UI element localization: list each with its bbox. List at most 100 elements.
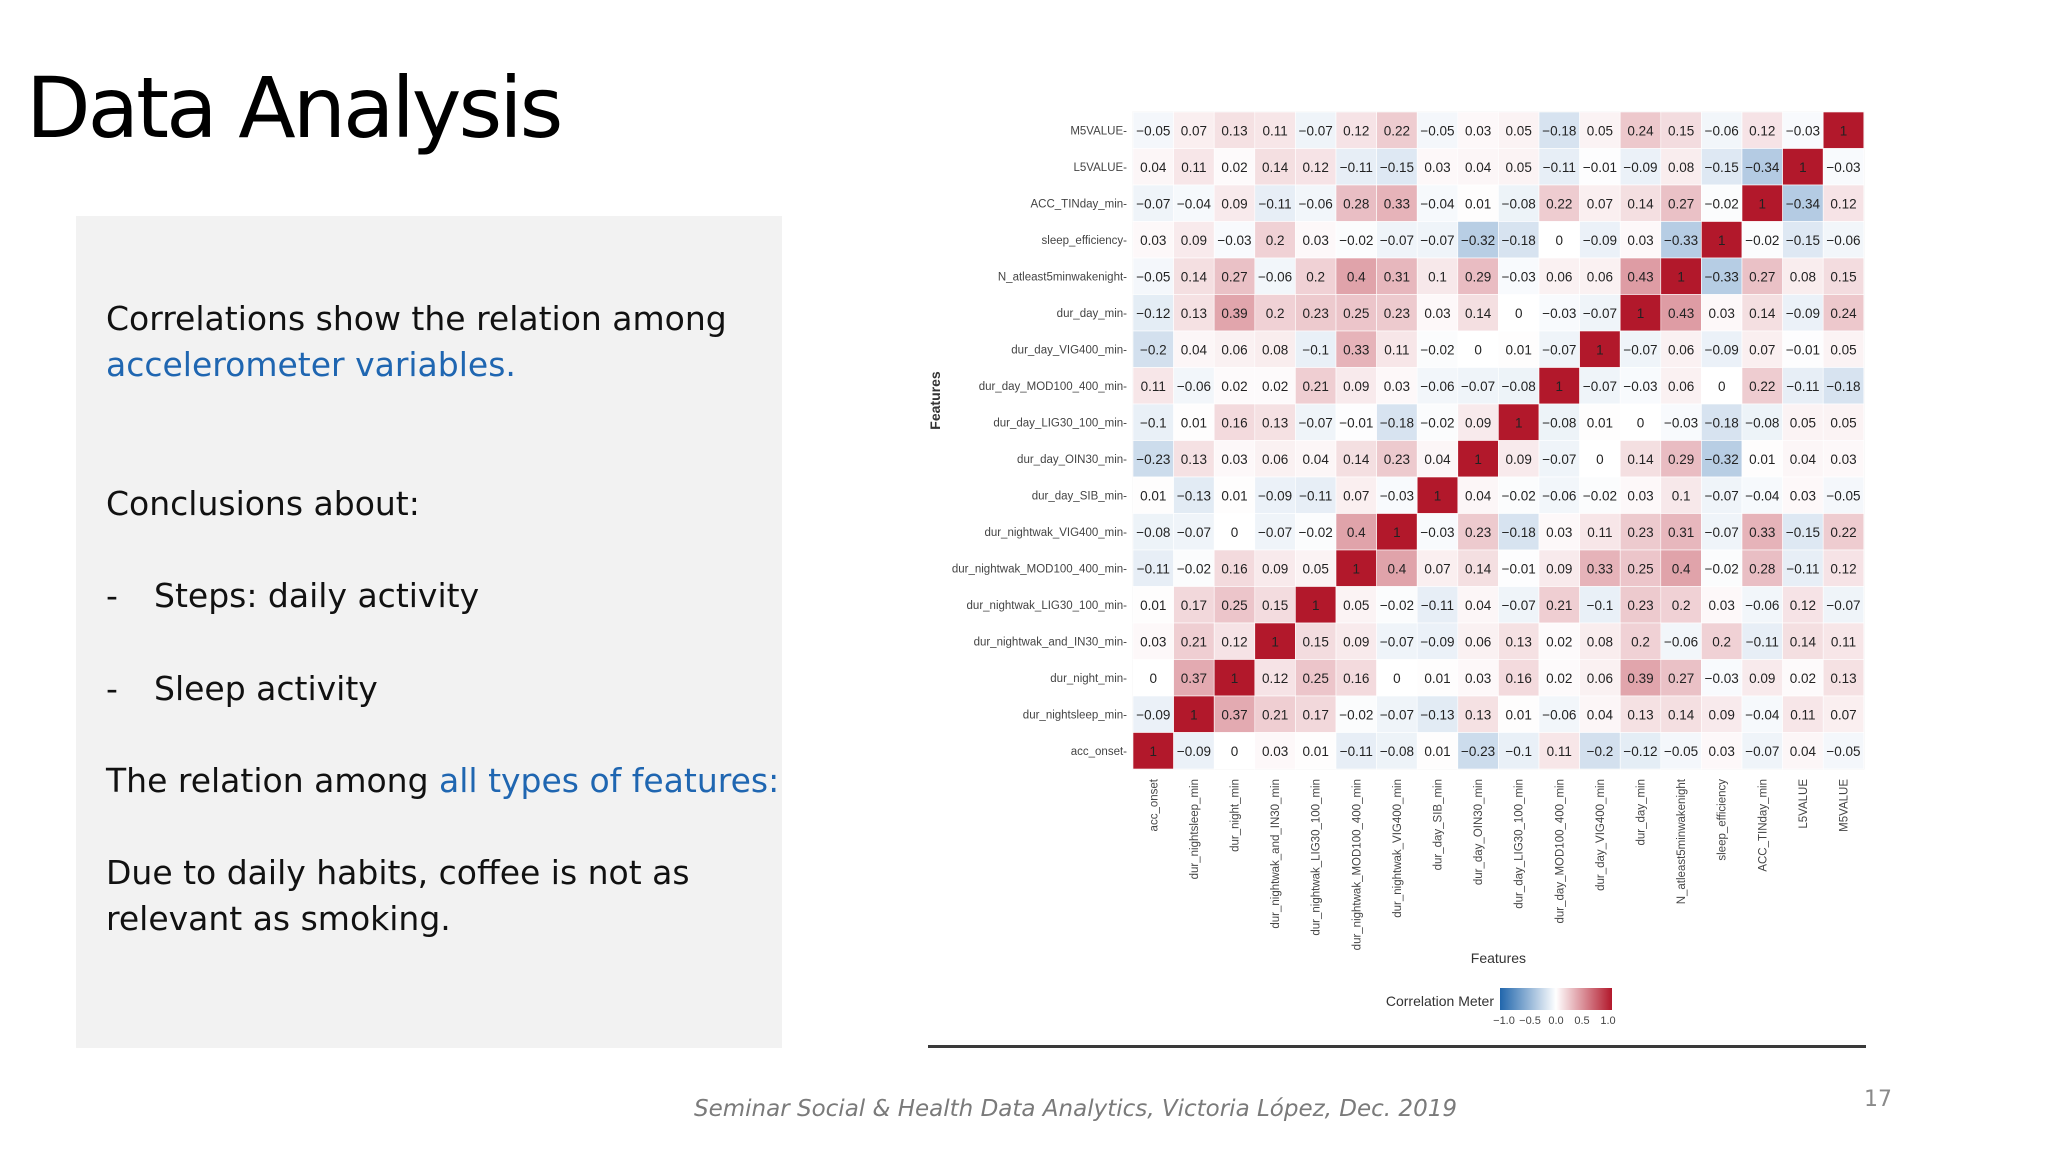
cell-value-label: 0.37 <box>1221 707 1247 722</box>
cell-value-label: −0.2 <box>1140 342 1167 357</box>
heatmap-cell <box>1132 732 1174 770</box>
cell-value-label: −0.05 <box>1420 123 1454 138</box>
text-panel: Correlations show the relation among acc… <box>76 216 782 1048</box>
cell-value-label: −0.03 <box>1664 415 1698 430</box>
cell-value-label: 0.01 <box>1303 744 1329 759</box>
cell-value-label: −0.11 <box>1340 160 1373 175</box>
cell-value-label: 0.03 <box>1546 525 1572 540</box>
heatmap-cell <box>1295 184 1337 222</box>
cell-value-label: 0.4 <box>1347 525 1366 540</box>
heatmap-cell <box>1173 111 1215 149</box>
cell-value-label: 0.04 <box>1140 160 1167 175</box>
cell-value-label: 1 <box>1190 707 1198 722</box>
legend-tick-label: 1.0 <box>1600 1015 1615 1027</box>
cell-value-label: 0.25 <box>1343 306 1369 321</box>
cell-value-label: 0.11 <box>1547 744 1572 759</box>
cell-value-label: −0.06 <box>1258 269 1292 284</box>
cell-value-label: −0.09 <box>1786 306 1820 321</box>
cell-value-label: 0.03 <box>1709 306 1735 321</box>
cell-value-label: −0.09 <box>1420 634 1454 649</box>
cell-value-label: 0.2 <box>1672 598 1691 613</box>
cell-value-label: 0.13 <box>1181 306 1207 321</box>
cell-value-label: 0.12 <box>1830 561 1856 576</box>
heatmap-cell <box>1660 221 1702 259</box>
heatmap-cell <box>1822 549 1865 587</box>
cell-value-label: −0.06 <box>1420 379 1454 394</box>
heatmap-cell <box>1741 586 1783 624</box>
heatmap-cell <box>1822 732 1865 770</box>
heatmap-cell <box>1132 403 1174 441</box>
cell-value-label: −0.07 <box>1299 415 1333 430</box>
cell-value-label: 0.06 <box>1262 452 1288 467</box>
x-tick-label: ACC_TINday_min <box>1757 779 1769 872</box>
cell-value-label: 0.2 <box>1631 634 1650 649</box>
cell-value-label: 1 <box>1596 342 1604 357</box>
heatmap-cell <box>1254 221 1296 259</box>
cell-value-label: 0.01 <box>1140 598 1166 613</box>
cell-value-label: 0.15 <box>1830 269 1856 284</box>
heatmap-cell <box>1538 367 1580 405</box>
heatmap-cell <box>1822 148 1865 186</box>
heatmap-cell <box>1782 111 1824 149</box>
cell-value-label: 0.25 <box>1627 561 1653 576</box>
cell-value-label: 0.4 <box>1672 561 1691 576</box>
heatmap-cell <box>1538 184 1580 222</box>
cell-value-label: 0.04 <box>1465 488 1492 503</box>
habits-line-2: relevant as smoking. <box>106 899 451 938</box>
heatmap-cell <box>1538 622 1580 660</box>
cell-value-label: −0.03 <box>1623 379 1657 394</box>
y-tick-label: dur_nightsleep_min- <box>1023 709 1127 721</box>
cell-value-label: 0.07 <box>1343 488 1369 503</box>
cell-value-label: −0.02 <box>1380 598 1414 613</box>
heatmap-cell <box>1376 367 1418 405</box>
relation-prefix: The relation among <box>106 761 440 800</box>
cell-value-label: 0.04 <box>1303 452 1330 467</box>
cell-value-label: 0.01 <box>1140 488 1166 503</box>
cell-value-label: 0.12 <box>1343 123 1369 138</box>
heatmap-cell <box>1701 221 1743 259</box>
heatmap-cell <box>1822 586 1865 624</box>
cell-value-label: 0.21 <box>1546 598 1572 613</box>
cell-value-label: 0.14 <box>1181 269 1208 284</box>
heatmap-cell <box>1295 586 1337 624</box>
x-tick-label: dur_day_min <box>1636 779 1648 845</box>
bullet-sleep: - Sleep activity <box>106 666 378 712</box>
cell-value-label: 1 <box>1556 379 1564 394</box>
heatmap-cell <box>1335 549 1377 587</box>
heatmap-cell <box>1132 476 1174 514</box>
cell-value-label: 0.04 <box>1587 707 1614 722</box>
cell-value-label: 0.16 <box>1221 561 1247 576</box>
cell-value-label: −0.12 <box>1136 306 1170 321</box>
chart-bottom-rule <box>928 1045 1866 1048</box>
cell-value-label: 0 <box>1718 379 1726 394</box>
heatmap-cell <box>1132 221 1174 259</box>
heatmap-cell <box>1498 695 1540 733</box>
cell-value-label: 0.2 <box>1266 233 1285 248</box>
cell-value-label: −0.03 <box>1705 671 1739 686</box>
y-tick-label: ACC_TINday_min- <box>1031 198 1128 210</box>
cell-value-label: −0.02 <box>1420 342 1454 357</box>
cell-value-label: −0.11 <box>1543 160 1576 175</box>
cell-value-label: −0.07 <box>1623 342 1657 357</box>
cell-value-label: −0.04 <box>1745 488 1780 503</box>
heatmap-cell <box>1213 111 1256 149</box>
cell-value-label: 0.13 <box>1506 634 1532 649</box>
heatmap-cell <box>1254 257 1296 295</box>
heatmap-cell <box>1457 695 1499 733</box>
cell-value-label: −0.06 <box>1705 123 1739 138</box>
cell-value-label: −0.02 <box>1705 561 1739 576</box>
heatmap-cell <box>1173 549 1215 587</box>
cell-value-label: 0.25 <box>1303 671 1329 686</box>
cell-value-label: 0.14 <box>1465 306 1492 321</box>
cell-value-label: 0.09 <box>1221 196 1247 211</box>
cell-value-label: 0.23 <box>1384 452 1410 467</box>
cell-value-label: 0.14 <box>1749 306 1776 321</box>
heatmap-cell <box>1416 184 1459 222</box>
heatmap-cell <box>1457 513 1499 551</box>
cell-value-label: −0.07 <box>1583 379 1617 394</box>
heatmap-cell <box>1295 111 1337 149</box>
cell-value-label: 1 <box>1474 452 1482 467</box>
heatmap-cell <box>1132 294 1174 332</box>
heatmap-cell <box>1579 367 1621 405</box>
cell-value-label: −0.04 <box>1745 707 1780 722</box>
